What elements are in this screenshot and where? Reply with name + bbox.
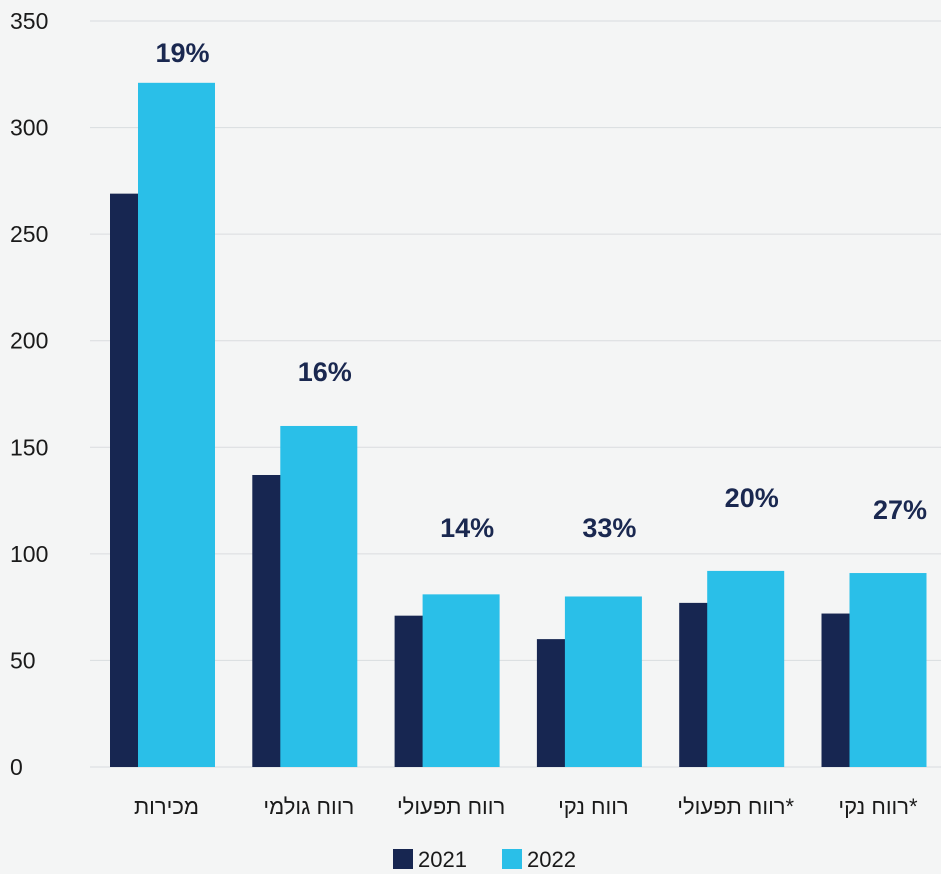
y-tick-label-0: 0 xyxy=(10,754,23,780)
bar-2021-2 xyxy=(394,615,427,767)
bars xyxy=(110,82,927,768)
percent-label-5: 27% xyxy=(873,495,927,525)
legend-swatch-2022 xyxy=(502,849,522,869)
legend-swatch-2021 xyxy=(393,849,413,869)
bar-2022-0 xyxy=(138,82,215,768)
y-tick-label-150: 150 xyxy=(10,434,48,460)
bar-2022-3 xyxy=(564,596,642,767)
percent-label-3: 33% xyxy=(582,513,636,543)
category-label-1: רווח גולמי xyxy=(263,794,354,819)
x-axis-labels: מכירות רווח גולמי רווח תפעולי רווח נקי *רווח… xyxy=(134,794,918,819)
category-label-2: רווח תפעולי xyxy=(397,794,505,819)
percent-label-1: 16% xyxy=(298,357,352,387)
gridlines xyxy=(90,20,941,768)
bar-2022-1 xyxy=(280,425,358,767)
y-tick-label-350: 350 xyxy=(10,8,48,34)
bar-2021-3 xyxy=(536,639,569,767)
y-tick-label-200: 200 xyxy=(10,328,48,354)
y-tick-label-50: 50 xyxy=(10,647,36,673)
y-tick-label-250: 250 xyxy=(10,221,48,247)
y-axis-ticks: 0 50 100 150 200 250 300 350 xyxy=(10,8,48,780)
bar-2022-5 xyxy=(849,573,927,767)
legend-label-2022: 2022 xyxy=(527,847,576,872)
bar-2021-0 xyxy=(110,193,142,767)
bar-2021-4 xyxy=(679,602,712,767)
category-label-3: רווח נקי xyxy=(558,794,629,819)
category-label-4: *רווח תפעולי xyxy=(677,794,794,819)
bar-2021-1 xyxy=(252,474,285,767)
legend: 2021 2022 xyxy=(393,847,576,872)
category-label-0: מכירות xyxy=(134,794,199,819)
category-label-5: *רווח נקי xyxy=(838,794,918,819)
percent-label-4: 20% xyxy=(725,483,779,513)
y-tick-label-100: 100 xyxy=(10,541,48,567)
bar-2022-2 xyxy=(422,594,500,767)
percent-label-0: 19% xyxy=(155,38,209,68)
bar-2022-4 xyxy=(707,570,785,767)
legend-label-2021: 2021 xyxy=(418,847,467,872)
bar-2021-5 xyxy=(821,613,854,767)
percent-annotations: 19% 16% 14% 33% 20% 27% xyxy=(155,38,927,543)
y-tick-label-300: 300 xyxy=(10,115,48,141)
percent-label-2: 14% xyxy=(440,513,494,543)
